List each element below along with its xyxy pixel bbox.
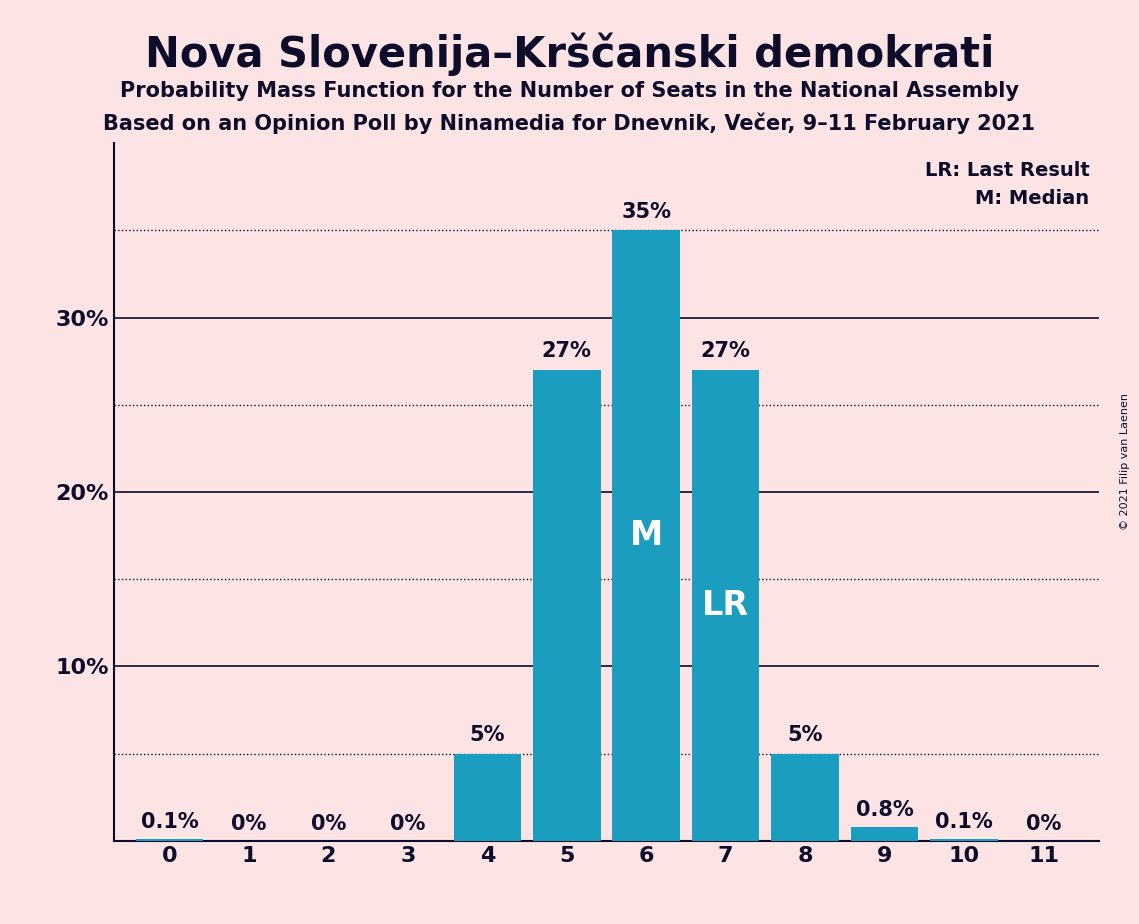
Text: LR: LR	[702, 589, 749, 622]
Text: 0%: 0%	[231, 814, 267, 833]
Text: 0%: 0%	[391, 814, 426, 833]
Text: 5%: 5%	[469, 725, 505, 745]
Text: Based on an Opinion Poll by Ninamedia for Dnevnik, Večer, 9–11 February 2021: Based on an Opinion Poll by Ninamedia fo…	[104, 113, 1035, 134]
Text: LR: Last Result: LR: Last Result	[925, 161, 1089, 179]
Bar	[613, 230, 680, 841]
Text: 0%: 0%	[1026, 814, 1062, 833]
Text: 27%: 27%	[700, 341, 751, 361]
Text: © 2021 Filip van Laenen: © 2021 Filip van Laenen	[1120, 394, 1130, 530]
Text: Probability Mass Function for the Number of Seats in the National Assembly: Probability Mass Function for the Number…	[120, 81, 1019, 102]
Bar	[771, 754, 839, 841]
Text: Nova Slovenija–Krščanski demokrati: Nova Slovenija–Krščanski demokrati	[145, 32, 994, 76]
Bar	[691, 370, 760, 841]
Text: 0.1%: 0.1%	[140, 812, 198, 833]
Bar	[931, 839, 998, 841]
Text: M: Median: M: Median	[975, 188, 1089, 208]
Bar	[533, 370, 600, 841]
Text: 0%: 0%	[311, 814, 346, 833]
Text: 5%: 5%	[787, 725, 822, 745]
Text: 0.8%: 0.8%	[855, 800, 913, 820]
Bar	[453, 754, 522, 841]
Bar	[136, 839, 203, 841]
Text: 0.1%: 0.1%	[935, 812, 993, 833]
Text: 35%: 35%	[621, 201, 671, 222]
Bar	[851, 827, 918, 841]
Text: 27%: 27%	[542, 341, 592, 361]
Text: M: M	[630, 519, 663, 553]
